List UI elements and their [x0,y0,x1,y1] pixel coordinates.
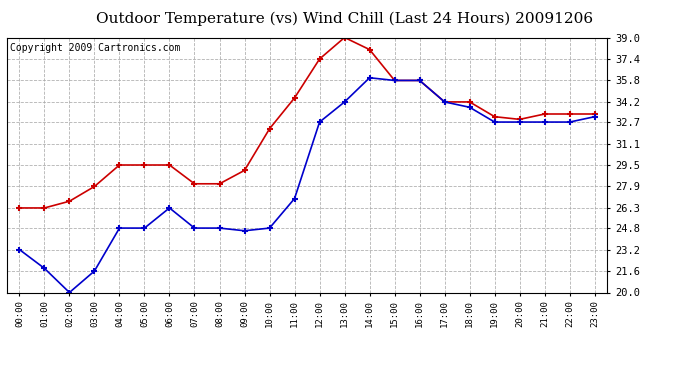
Text: Copyright 2009 Cartronics.com: Copyright 2009 Cartronics.com [10,43,180,52]
Text: Outdoor Temperature (vs) Wind Chill (Last 24 Hours) 20091206: Outdoor Temperature (vs) Wind Chill (Las… [97,11,593,26]
